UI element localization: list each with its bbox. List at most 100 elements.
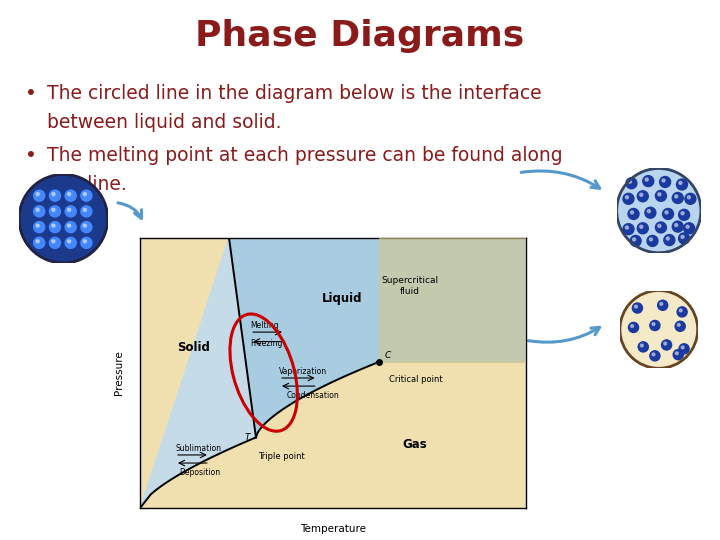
Circle shape <box>50 237 60 248</box>
Circle shape <box>65 190 76 201</box>
Text: Pressure: Pressure <box>114 350 125 395</box>
Circle shape <box>629 322 639 333</box>
Circle shape <box>679 309 682 312</box>
Circle shape <box>665 211 668 214</box>
Circle shape <box>645 207 656 218</box>
Text: this line.: this line. <box>47 176 127 194</box>
Circle shape <box>84 224 86 227</box>
Circle shape <box>638 342 648 352</box>
Text: Triple point: Triple point <box>258 452 305 461</box>
Circle shape <box>36 193 39 195</box>
Circle shape <box>50 221 60 233</box>
Circle shape <box>84 193 86 195</box>
Circle shape <box>68 224 71 227</box>
Circle shape <box>52 240 55 243</box>
Text: T: T <box>244 433 250 442</box>
Polygon shape <box>140 238 256 508</box>
Text: between liquid and solid.: between liquid and solid. <box>47 113 282 132</box>
Circle shape <box>684 223 695 234</box>
Circle shape <box>662 340 672 350</box>
Circle shape <box>65 221 76 233</box>
Circle shape <box>81 206 92 217</box>
Text: Phase Diagrams: Phase Diagrams <box>195 19 525 53</box>
Text: Gas: Gas <box>402 438 427 451</box>
Circle shape <box>675 352 678 355</box>
Circle shape <box>643 176 654 187</box>
Circle shape <box>679 344 689 354</box>
Text: The melting point at each pressure can be found along: The melting point at each pressure can b… <box>47 146 562 165</box>
Circle shape <box>688 195 690 199</box>
Circle shape <box>34 221 45 233</box>
Circle shape <box>52 224 55 227</box>
Text: Solid: Solid <box>177 341 210 354</box>
Circle shape <box>637 191 648 202</box>
Circle shape <box>52 208 55 211</box>
Circle shape <box>640 193 643 196</box>
Circle shape <box>34 206 45 217</box>
Circle shape <box>630 235 641 246</box>
Circle shape <box>660 177 670 187</box>
Text: •: • <box>25 146 37 165</box>
Circle shape <box>679 181 682 185</box>
Circle shape <box>640 344 643 347</box>
Text: Vaporization: Vaporization <box>279 367 327 376</box>
Circle shape <box>34 237 45 248</box>
Circle shape <box>626 226 629 229</box>
Circle shape <box>640 225 643 228</box>
Circle shape <box>36 224 39 227</box>
Circle shape <box>652 353 655 356</box>
Circle shape <box>664 342 667 345</box>
Circle shape <box>686 225 689 228</box>
Circle shape <box>660 302 662 305</box>
Circle shape <box>631 325 634 327</box>
Polygon shape <box>229 238 526 437</box>
Circle shape <box>662 179 665 182</box>
Circle shape <box>666 237 670 240</box>
Text: •: • <box>25 84 37 103</box>
Circle shape <box>19 174 108 263</box>
Circle shape <box>681 212 684 215</box>
Text: Critical point: Critical point <box>389 375 443 384</box>
Circle shape <box>657 300 667 310</box>
Circle shape <box>68 208 71 211</box>
Circle shape <box>658 193 661 196</box>
Circle shape <box>81 237 92 248</box>
Text: Freezing: Freezing <box>250 339 282 348</box>
Circle shape <box>673 349 683 360</box>
Circle shape <box>65 237 76 248</box>
Text: The circled line in the diagram below is the interface: The circled line in the diagram below is… <box>47 84 541 103</box>
Circle shape <box>623 193 634 204</box>
Circle shape <box>649 238 652 241</box>
Circle shape <box>655 222 667 233</box>
Circle shape <box>634 305 637 308</box>
Circle shape <box>50 190 60 201</box>
Circle shape <box>675 224 678 227</box>
Circle shape <box>650 320 660 330</box>
Circle shape <box>631 211 634 214</box>
Circle shape <box>52 193 55 195</box>
Text: Condensation: Condensation <box>287 392 340 400</box>
Circle shape <box>647 235 658 246</box>
Circle shape <box>685 193 696 204</box>
Text: Supercritical
fluid: Supercritical fluid <box>382 276 438 296</box>
Circle shape <box>678 210 690 220</box>
Polygon shape <box>379 238 526 362</box>
Circle shape <box>626 195 629 199</box>
Circle shape <box>677 307 687 317</box>
Circle shape <box>677 179 688 190</box>
Circle shape <box>637 223 648 234</box>
Circle shape <box>678 233 690 244</box>
Text: Temperature: Temperature <box>300 524 366 534</box>
Circle shape <box>84 208 86 211</box>
Circle shape <box>84 240 86 243</box>
Circle shape <box>681 235 684 238</box>
Circle shape <box>620 291 698 368</box>
Circle shape <box>36 208 39 211</box>
Circle shape <box>655 191 667 201</box>
Circle shape <box>626 178 637 188</box>
Circle shape <box>628 208 639 219</box>
Circle shape <box>647 210 650 213</box>
Circle shape <box>675 321 685 332</box>
Circle shape <box>658 225 661 227</box>
Text: Melting: Melting <box>250 321 279 330</box>
